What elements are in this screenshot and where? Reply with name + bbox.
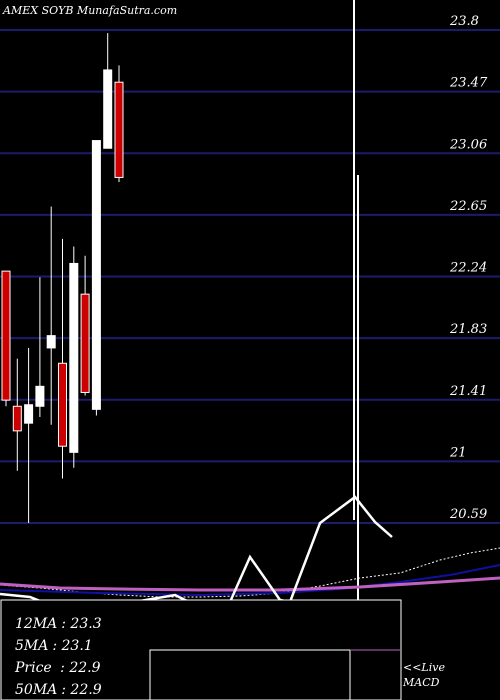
- candle-body: [80, 293, 90, 393]
- macd-label: MACD: [402, 676, 440, 689]
- y-tick-label: 22.24: [449, 261, 487, 276]
- live-label: <<Live: [403, 661, 445, 674]
- candle-body: [12, 405, 22, 432]
- candle-body: [58, 362, 67, 447]
- y-tick-label: 20.59: [449, 507, 487, 522]
- y-tick-label: 23.06: [449, 137, 487, 152]
- candle-body: [103, 69, 113, 149]
- stat-50ma: 50MA: 22.9: [15, 682, 102, 698]
- y-tick-label: 23.8: [449, 14, 479, 29]
- y-tick-label: 21.41: [449, 384, 487, 399]
- candle-body: [46, 335, 56, 349]
- candle-body: [69, 262, 79, 453]
- stat-12ma: 12MA: 23.3: [15, 616, 102, 632]
- ma-line-blue: [0, 564, 500, 597]
- candle-body: [91, 140, 101, 410]
- y-tick-label: 21.83: [449, 322, 487, 337]
- y-tick-labels: 23.8 23.47 23.06 22.65 22.24 21.83 21.41 21 20.5…: [449, 14, 488, 522]
- candle-body: [114, 81, 124, 178]
- ma-line-magenta: [0, 576, 500, 592]
- candle-body: [24, 404, 34, 424]
- candles: [1, 33, 124, 523]
- stat-5ma: 5MA: 23.1: [15, 638, 93, 654]
- stat-price: Price : 22.9: [14, 660, 101, 676]
- candle-body: [1, 270, 11, 401]
- y-tick-label: 21: [449, 445, 467, 460]
- y-tick-label: 22.65: [449, 199, 487, 214]
- macd-box-inner: [149, 649, 351, 700]
- grid-lines: [0, 29, 500, 524]
- candle-body: [35, 385, 45, 407]
- watermark: AMEX SOYB MunafaSutra.com: [2, 4, 177, 17]
- y-tick-label: 23.47: [449, 76, 488, 91]
